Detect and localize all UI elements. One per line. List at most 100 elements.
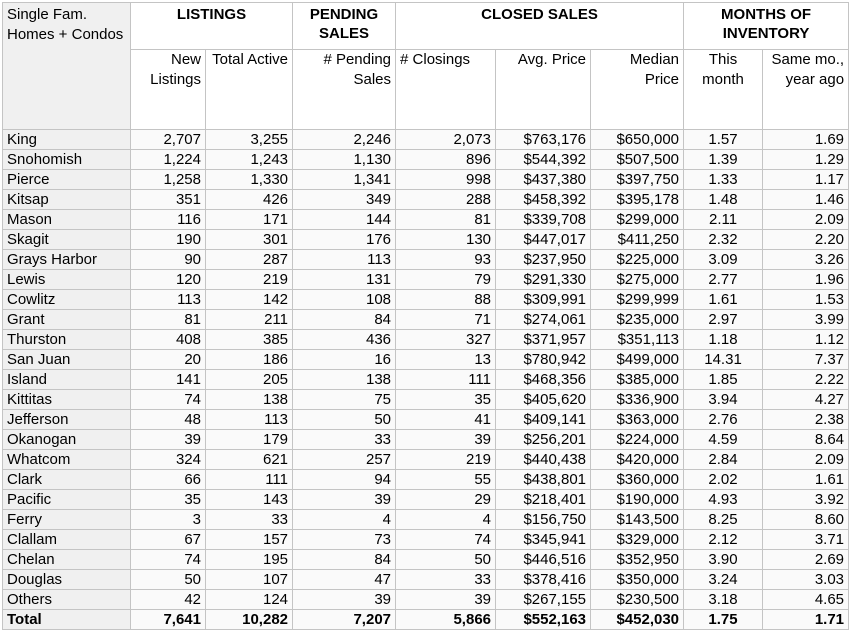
cell: 2.77 [683, 269, 764, 290]
cell: 67 [130, 529, 206, 550]
cell: 113 [292, 249, 397, 270]
cell: 2,073 [395, 129, 497, 150]
column-header: Same mo., year ago [762, 49, 850, 130]
table-row: Okanogan 39 179 33 39 $256,201 $224,000 4.59 8.6… [2, 429, 850, 450]
cell: 2.32 [683, 229, 764, 250]
cell: 219 [204, 269, 294, 290]
cell: 1.96 [762, 269, 850, 290]
cell: 35 [395, 389, 497, 410]
cell: $452,030 [590, 609, 685, 630]
cell: 2.97 [683, 309, 764, 330]
cell: 39 [130, 429, 206, 450]
cell: 108 [292, 289, 397, 310]
cell: 35 [130, 489, 206, 510]
cell: 47 [292, 569, 397, 590]
cell: 41 [395, 409, 497, 430]
cell: 50 [395, 549, 497, 570]
cell: 1.18 [683, 329, 764, 350]
cell: $299,000 [590, 209, 685, 230]
corner-header: Single Fam. Homes + Condos [2, 2, 131, 130]
table-row: Others 42 124 39 39 $267,155 $230,500 3.18 4.65 [2, 589, 850, 610]
cell: $371,957 [495, 329, 592, 350]
cell: 8.25 [683, 509, 764, 530]
cell: 39 [292, 589, 397, 610]
cell: 3 [130, 509, 206, 530]
cell: $363,000 [590, 409, 685, 430]
cell: $351,113 [590, 329, 685, 350]
cell: 4.93 [683, 489, 764, 510]
cell: $438,801 [495, 469, 592, 490]
table-row: Clallam 67 157 73 74 $345,941 $329,000 2.12 3.71 [2, 529, 850, 550]
cell: $256,201 [495, 429, 592, 450]
cell: 426 [204, 189, 294, 210]
cell: 1,224 [130, 149, 206, 170]
cell: 1.33 [683, 169, 764, 190]
cell: $780,942 [495, 349, 592, 370]
cell: 998 [395, 169, 497, 190]
row-label: San Juan [2, 349, 131, 370]
row-label: Skagit [2, 229, 131, 250]
table-row: Thurston 408 385 436 327 $371,957 $351,113 1.18… [2, 329, 850, 350]
cell: 111 [395, 369, 497, 390]
column-header: # Pending Sales [292, 49, 397, 130]
cell: 33 [395, 569, 497, 590]
cell: 74 [130, 389, 206, 410]
row-label: Clallam [2, 529, 131, 550]
cell: $190,000 [590, 489, 685, 510]
cell: 5,866 [395, 609, 497, 630]
row-label: Snohomish [2, 149, 131, 170]
cell: 257 [292, 449, 397, 470]
table-body: King 2,707 3,255 2,246 2,073 $763,176 $650,000… [2, 129, 850, 630]
cell: 2,246 [292, 129, 397, 150]
cell: 1.61 [683, 289, 764, 310]
cell: 287 [204, 249, 294, 270]
cell: $763,176 [495, 129, 592, 150]
cell: 84 [292, 309, 397, 330]
cell: 2.20 [762, 229, 850, 250]
table-row: Cowlitz 113 142 108 88 $309,991 $299,999 1.61 1.… [2, 289, 850, 310]
cell: 2.22 [762, 369, 850, 390]
cell: $360,000 [590, 469, 685, 490]
table-row: Pierce 1,258 1,330 1,341 998 $437,380 $397,750… [2, 169, 850, 190]
cell: $275,000 [590, 269, 685, 290]
cell: 349 [292, 189, 397, 210]
cell: $291,330 [495, 269, 592, 290]
cell: 94 [292, 469, 397, 490]
cell: 111 [204, 469, 294, 490]
cell: $350,000 [590, 569, 685, 590]
cell: 113 [130, 289, 206, 310]
cell: 73 [292, 529, 397, 550]
cell: $650,000 [590, 129, 685, 150]
cell: 50 [130, 569, 206, 590]
cell: 79 [395, 269, 497, 290]
cell: 3.92 [762, 489, 850, 510]
table-row: Douglas 50 107 47 33 $378,416 $350,000 3.24 3.03 [2, 569, 850, 590]
cell: $352,950 [590, 549, 685, 570]
row-label: Grays Harbor [2, 249, 131, 270]
cell: 84 [292, 549, 397, 570]
cell: 205 [204, 369, 294, 390]
cell: 1,258 [130, 169, 206, 190]
row-label: Others [2, 589, 131, 610]
group-header: CLOSED SALES [395, 2, 685, 50]
cell: 324 [130, 449, 206, 470]
cell: 8.60 [762, 509, 850, 530]
row-label: Jefferson [2, 409, 131, 430]
column-header: Avg. Price [495, 49, 592, 130]
cell: 3.99 [762, 309, 850, 330]
cell: 14.31 [683, 349, 764, 370]
row-label: Thurston [2, 329, 131, 350]
subheader-row: New Listings Total Active # Pending Sales #… [3, 49, 850, 130]
cell: $299,999 [590, 289, 685, 310]
cell: 20 [130, 349, 206, 370]
cell: 4 [395, 509, 497, 530]
cell: 157 [204, 529, 294, 550]
column-header: Total Active [204, 49, 294, 130]
row-label: Mason [2, 209, 131, 230]
group-header: MONTHS OF INVENTORY [683, 2, 850, 50]
cell: 39 [395, 429, 497, 450]
cell: 288 [395, 189, 497, 210]
cell: 3.26 [762, 249, 850, 270]
table-row: King 2,707 3,255 2,246 2,073 $763,176 $650,000… [2, 129, 850, 150]
cell: 1.17 [762, 169, 850, 190]
